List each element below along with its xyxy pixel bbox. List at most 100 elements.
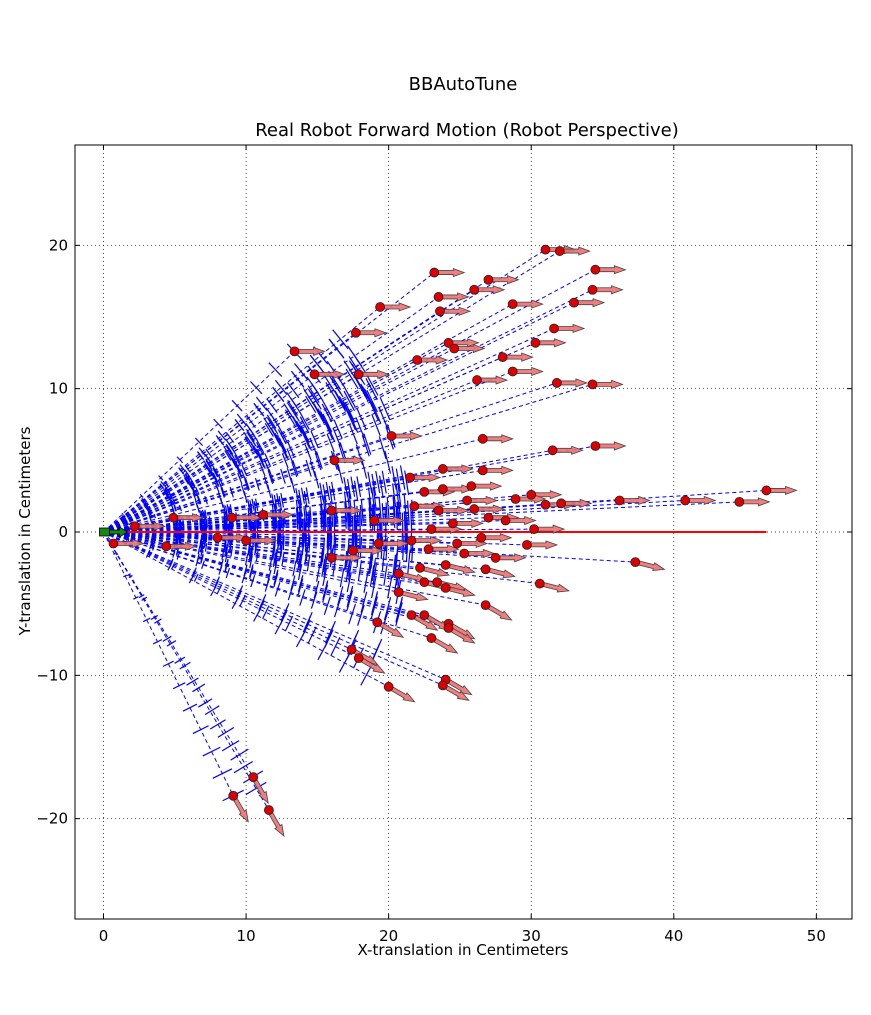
- arc-tick: [167, 494, 172, 501]
- endpoint-marker: [415, 562, 425, 573]
- arc-tick: [166, 640, 177, 647]
- path-line: [103, 468, 443, 533]
- chart-title: Real Robot Forward Motion (Robot Perspec…: [255, 120, 679, 141]
- arc-tick: [266, 414, 277, 429]
- endpoint-marker: [161, 541, 172, 552]
- endpoint-marker: [108, 538, 119, 549]
- arc-tick: [375, 470, 381, 494]
- path-line: [103, 531, 425, 616]
- endpoint-marker: [326, 552, 337, 563]
- arc-tick: [192, 492, 197, 501]
- endpoint-marker: [329, 455, 340, 466]
- endpoint-marker: [258, 509, 269, 520]
- y-axis: −20 −10 0 10 20: [36, 236, 852, 828]
- arc-tick: [220, 487, 225, 498]
- endpoint-marker: [212, 532, 223, 543]
- path-line: [103, 303, 513, 533]
- path-line: [103, 296, 439, 533]
- endpoint-marker: [432, 577, 443, 588]
- arc-tick: [338, 395, 350, 416]
- arc-tick: [195, 486, 200, 495]
- arc-tick: [225, 567, 231, 579]
- arc-tick: [395, 602, 403, 627]
- endpoint-marker: [241, 535, 251, 546]
- arc-tick: [245, 553, 249, 566]
- arc-tick: [286, 448, 294, 464]
- arc-tick: [306, 554, 311, 572]
- path-line: [103, 531, 270, 811]
- path-line: [103, 328, 555, 533]
- arc-tick: [245, 781, 267, 796]
- arc-tick: [359, 536, 363, 558]
- endpoint-marker: [443, 623, 454, 633]
- arc-tick: [401, 512, 404, 537]
- path-line: [103, 531, 636, 563]
- y-tick-label: 0: [58, 523, 68, 541]
- arc-tick: [286, 468, 293, 484]
- arc-tick: [280, 542, 283, 557]
- arc-tick: [274, 517, 277, 532]
- arc-tick: [305, 459, 312, 477]
- endpoint-marker: [452, 538, 462, 549]
- arc-tick: [300, 413, 310, 430]
- arc-tick: [210, 470, 216, 480]
- arc-tick: [355, 417, 365, 439]
- arc-tick: [310, 591, 318, 609]
- endpoint-marker: [449, 343, 460, 354]
- arc-tick: [237, 472, 243, 485]
- endpoint-marker: [419, 486, 430, 497]
- endpoint-marker: [433, 505, 444, 516]
- arc-tick: [128, 522, 131, 526]
- arc-tick: [173, 504, 177, 512]
- arc-tick: [322, 413, 333, 433]
- endpoint-marker: [540, 499, 551, 510]
- arc-tick: [194, 437, 203, 447]
- arc-tick: [386, 496, 390, 520]
- arc-tick: [343, 491, 348, 512]
- plot-area: [75, 145, 852, 919]
- endpoint-marker: [406, 610, 417, 621]
- arc-tick: [127, 539, 130, 542]
- path-line: [103, 531, 465, 554]
- arc-tick: [241, 464, 248, 477]
- arc-tick: [286, 391, 298, 408]
- path-line: [103, 351, 295, 533]
- arc-tick: [330, 636, 341, 657]
- arc-tick: [343, 390, 355, 412]
- arc-tick: [369, 564, 375, 587]
- arc-tick: [309, 354, 325, 373]
- arc-tick: [357, 604, 365, 626]
- arc-tick: [253, 445, 261, 459]
- endpoint-marker: [435, 306, 445, 317]
- path-line: [103, 517, 489, 533]
- path-line: [103, 501, 740, 533]
- path-line: [103, 531, 359, 659]
- path-line: [103, 306, 381, 533]
- arc-tick: [159, 483, 165, 489]
- endpoint-marker: [405, 472, 415, 483]
- arc-tick: [360, 663, 373, 686]
- path-line: [103, 531, 446, 681]
- endpoint-marker: [526, 489, 537, 500]
- arc-tick: [323, 495, 328, 514]
- endpoint-marker: [590, 441, 601, 451]
- arc-tick: [297, 564, 303, 581]
- arc-tick: [304, 530, 307, 547]
- arc-tick: [347, 345, 363, 367]
- x-axis-label: X-translation in Centimeters: [358, 941, 569, 959]
- path-line: [103, 359, 418, 533]
- arc-tick: [326, 433, 335, 453]
- path-line: [103, 379, 478, 533]
- arc-tick: [262, 605, 270, 619]
- arc-tick: [292, 417, 303, 434]
- endpoint-marker: [490, 552, 501, 563]
- arc-tick: [272, 552, 277, 567]
- arc-tick: [296, 546, 300, 562]
- arc-tick: [384, 450, 392, 474]
- arc-tick: [253, 608, 261, 622]
- arc-tick: [365, 373, 379, 396]
- arc-tick: [224, 450, 232, 461]
- arc-tick: [371, 487, 375, 510]
- path-line: [103, 531, 486, 570]
- endpoint-marker: [472, 375, 482, 385]
